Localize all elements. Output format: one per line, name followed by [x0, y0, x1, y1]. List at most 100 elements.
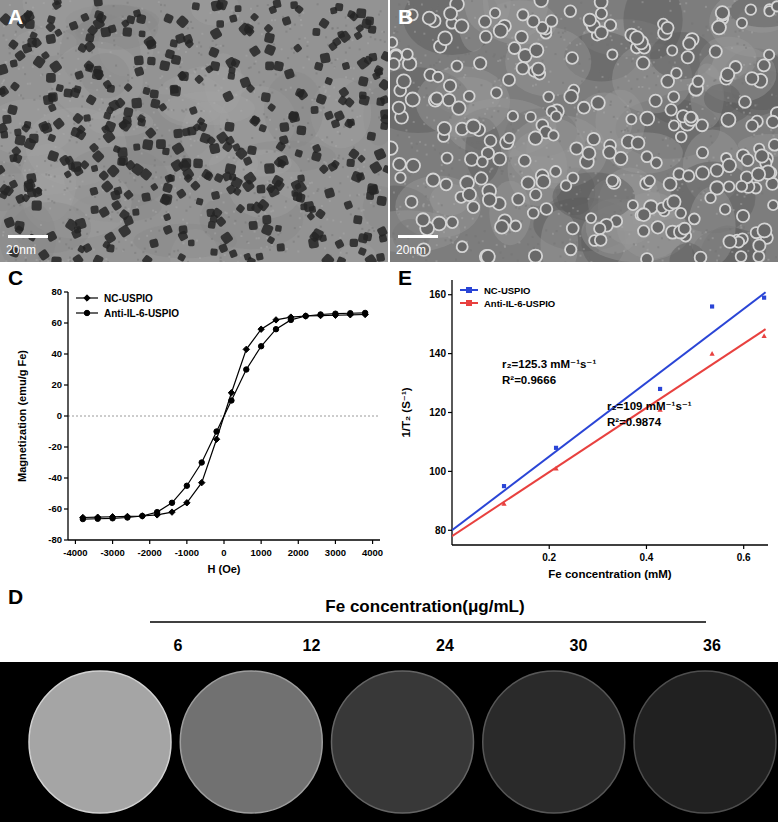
- particle: [176, 188, 187, 199]
- particle: [139, 30, 146, 37]
- particle: [179, 71, 189, 81]
- grain: [290, 87, 292, 89]
- grain: [450, 117, 452, 119]
- particle: [222, 90, 235, 103]
- grain: [587, 198, 589, 200]
- grain: [19, 204, 21, 206]
- grain: [339, 182, 341, 184]
- grain: [94, 196, 96, 198]
- grain: [626, 57, 628, 59]
- grain: [299, 226, 301, 228]
- grain: [600, 141, 602, 143]
- particle: [32, 200, 42, 210]
- particle: [275, 225, 282, 232]
- grain: [270, 205, 272, 207]
- grain: [576, 113, 578, 115]
- grain: [228, 216, 230, 218]
- grain: [179, 176, 181, 178]
- grain: [575, 119, 577, 121]
- grain: [218, 11, 220, 13]
- particle: [132, 208, 139, 215]
- grain: [307, 195, 309, 197]
- grain: [730, 174, 732, 176]
- grain: [729, 228, 731, 230]
- grain: [709, 249, 711, 251]
- grain: [395, 16, 397, 18]
- grain: [113, 116, 115, 118]
- grain: [519, 171, 521, 173]
- grain: [499, 167, 501, 169]
- grain: [642, 246, 644, 248]
- particle: [264, 32, 275, 43]
- grain: [133, 128, 135, 130]
- grain: [222, 45, 224, 47]
- grain: [154, 124, 156, 126]
- grain: [283, 118, 285, 120]
- grain: [477, 141, 479, 143]
- grain: [259, 84, 261, 86]
- grain: [480, 215, 482, 217]
- particle: [92, 254, 104, 262]
- grain: [223, 262, 225, 263]
- grain: [77, 58, 79, 60]
- grain: [91, 118, 93, 120]
- grain: [308, 58, 310, 60]
- particle: [261, 92, 272, 103]
- grain: [653, 61, 655, 63]
- grain: [535, 160, 537, 162]
- particle: [216, 20, 224, 28]
- grain: [607, 44, 609, 46]
- grain: [24, 73, 26, 75]
- particle: [379, 234, 388, 243]
- particle: [249, 115, 262, 128]
- particle: [243, 252, 252, 261]
- grain: [297, 141, 299, 143]
- grain: [703, 191, 705, 193]
- grain: [118, 241, 120, 243]
- particle: [143, 35, 158, 50]
- grain: [96, 89, 98, 91]
- grain: [168, 129, 170, 131]
- grain: [40, 26, 42, 28]
- grain: [138, 200, 140, 202]
- grain: [741, 114, 743, 116]
- particle: [267, 103, 277, 113]
- grain: [144, 248, 146, 250]
- grain: [435, 260, 437, 262]
- grain: [346, 17, 348, 19]
- grain: [321, 205, 323, 207]
- grain: [135, 109, 137, 111]
- grain: [610, 14, 612, 16]
- grain: [144, 126, 146, 128]
- grain: [687, 84, 689, 86]
- grain: [734, 0, 736, 2]
- grain: [119, 181, 121, 183]
- grain: [117, 212, 119, 214]
- grain: [66, 187, 68, 189]
- particle: [26, 173, 37, 184]
- grain: [19, 123, 21, 125]
- grain: [443, 23, 445, 25]
- grain: [560, 36, 562, 38]
- particle: [144, 127, 157, 140]
- grain: [144, 137, 146, 139]
- grain: [266, 151, 268, 153]
- grain: [234, 220, 236, 222]
- grain: [29, 83, 31, 85]
- grain: [1, 145, 3, 147]
- particle: [142, 87, 151, 96]
- grain: [110, 218, 112, 220]
- grain: [706, 26, 708, 28]
- grain: [610, 35, 612, 37]
- grain: [621, 226, 623, 228]
- grain: [518, 208, 520, 210]
- grain: [269, 119, 271, 121]
- grain: [141, 186, 143, 188]
- grain: [136, 206, 138, 208]
- grain: [644, 76, 646, 78]
- grain: [226, 119, 228, 121]
- grain: [218, 90, 220, 92]
- grain: [765, 259, 767, 261]
- particle: [357, 154, 366, 163]
- grain: [286, 248, 288, 250]
